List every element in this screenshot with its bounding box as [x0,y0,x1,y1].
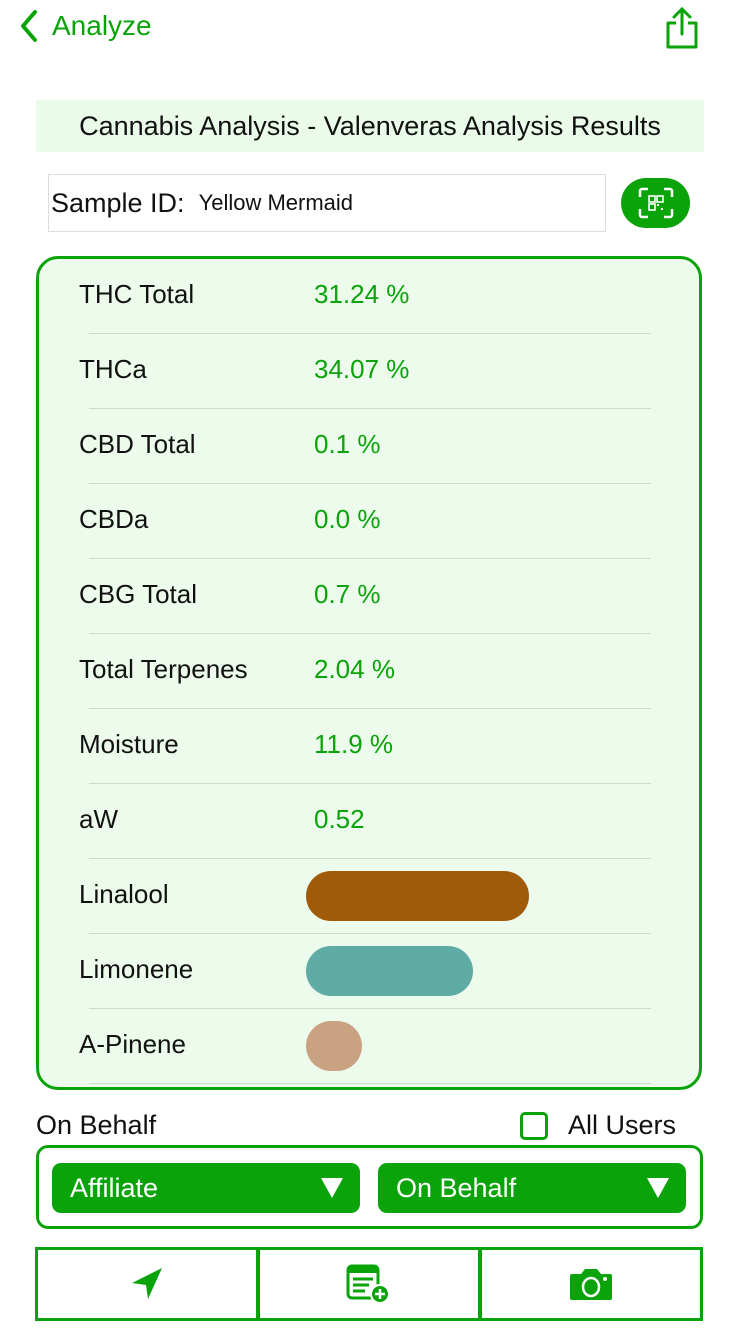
terpene-name: Limonene [79,954,194,984]
result-row: THC Total 31.24 % [39,259,699,334]
result-row: CBD Total 0.1 % [39,409,699,484]
row-divider [89,708,651,709]
result-row: CBDa 0.0 % [39,484,699,559]
affiliate-select[interactable]: Affiliate [52,1163,360,1213]
all-users-checkbox[interactable]: All Users [520,1110,676,1141]
result-value: 0.0 % [314,504,381,534]
result-name: CBD Total [79,429,196,459]
row-divider [89,858,651,859]
result-name: aW [79,804,118,834]
sample-id-value: Yellow Mermaid [198,190,354,215]
result-value: 0.7 % [314,579,381,609]
terpene-row: A-Pinene [39,1009,699,1084]
terpene-name: Linalool [79,879,169,909]
back-button[interactable]: Analyze [20,10,152,42]
row-divider [89,1008,651,1009]
row-divider [89,1083,651,1084]
terpene-bar [306,871,529,921]
result-name: THC Total [79,279,195,309]
on-behalf-label: On Behalf [36,1110,157,1140]
bottom-toolbar [35,1247,703,1321]
back-label: Analyze [52,10,152,41]
results-card: THC Total 31.24 % THCa 34.07 % CBD Total 0.1 … [36,256,702,1090]
result-value: 11.9 % [314,729,394,759]
terpene-bar [306,946,474,996]
location-button[interactable] [38,1250,256,1318]
sample-id-label: Sample ID: [51,187,185,218]
add-document-icon [346,1264,390,1304]
result-row: aW 0.52 [39,784,699,859]
triangle-down-icon [321,1178,343,1198]
chevron-left-icon [21,10,37,42]
sample-id-field[interactable]: Sample ID: Yellow Mermaid [48,174,606,232]
triangle-down-icon [647,1178,669,1198]
qr-scan-button[interactable] [621,178,690,228]
row-divider [89,933,651,934]
selects-group: Affiliate On Behalf [36,1145,703,1229]
row-divider [89,333,651,334]
terpene-bar [306,1021,362,1071]
result-row: THCa 34.07 % [39,334,699,409]
row-divider [89,558,651,559]
result-row: Total Terpenes 2.04 % [39,634,699,709]
row-divider [89,408,651,409]
qr-code-icon [638,187,673,219]
result-value: 34.07 % [314,354,410,384]
result-name: Moisture [79,729,179,759]
terpene-row: Limonene [39,934,699,1009]
result-name: THCa [79,354,147,384]
on-behalf-select-value: On Behalf [396,1172,517,1203]
result-value: 31.24 % [314,279,410,309]
result-value: 0.1 % [314,429,381,459]
result-name: Total Terpenes [79,654,248,684]
location-arrow-icon [132,1268,162,1299]
terpene-name: A-Pinene [79,1029,186,1059]
share-icon[interactable] [664,6,700,50]
result-value: 0.52 [314,804,365,834]
terpene-row: Linalool [39,859,699,934]
page-title: Cannabis Analysis - Valenveras Analysis … [36,100,704,152]
camera-button[interactable] [478,1250,700,1318]
row-divider [89,633,651,634]
checkbox-icon[interactable] [520,1111,548,1140]
result-row: Moisture 11.9 % [39,709,699,784]
row-divider [89,483,651,484]
affiliate-select-value: Affiliate [70,1172,159,1203]
add-record-button[interactable] [256,1250,478,1318]
result-row: CBG Total 0.7 % [39,559,699,634]
result-name: CBG Total [79,579,198,609]
on-behalf-select[interactable]: On Behalf [378,1163,686,1213]
all-users-label: All Users [568,1110,677,1140]
row-divider [89,783,651,784]
result-name: CBDa [79,504,149,534]
result-value: 2.04 % [314,654,395,684]
camera-icon [570,1269,612,1300]
